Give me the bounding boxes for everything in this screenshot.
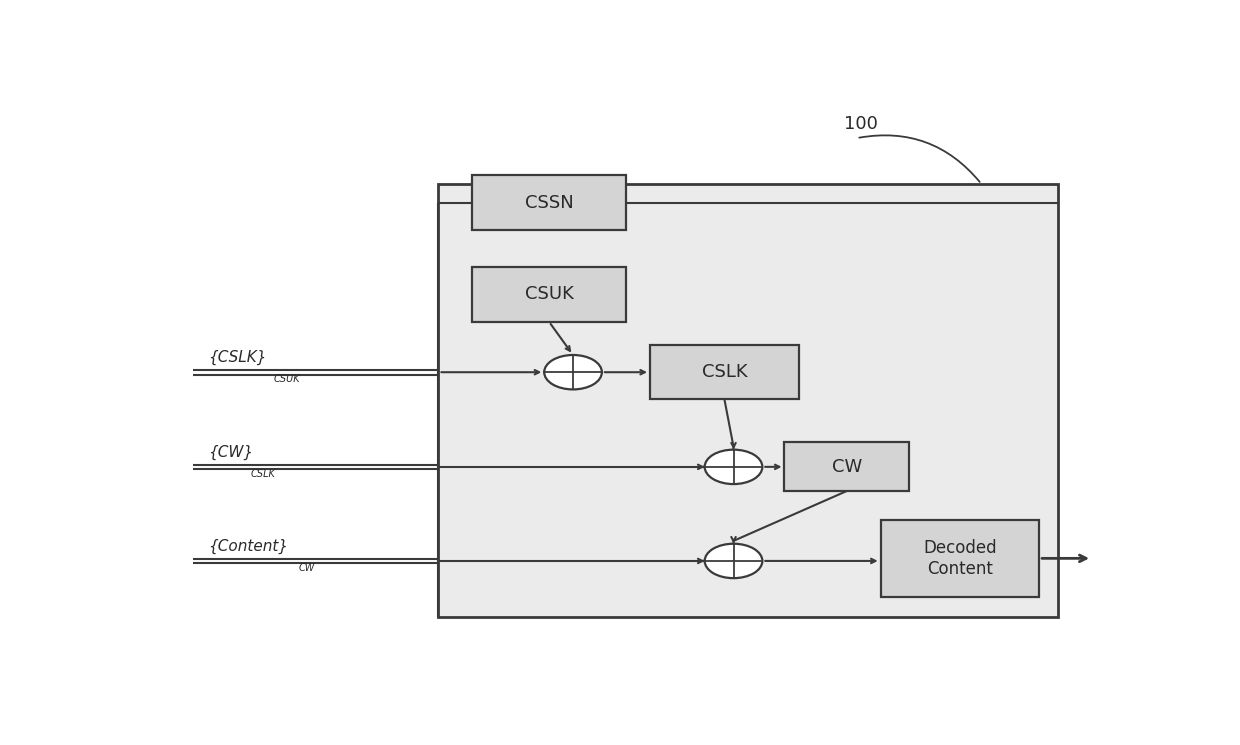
Circle shape <box>544 355 601 390</box>
Circle shape <box>704 450 763 484</box>
Text: CSLK: CSLK <box>250 469 275 478</box>
Bar <box>785 443 909 491</box>
Bar <box>439 184 1059 617</box>
Text: CW: CW <box>832 457 862 475</box>
Bar <box>880 520 1039 597</box>
Text: {CSLK}: {CSLK} <box>208 350 267 365</box>
Text: CSLK: CSLK <box>702 363 748 381</box>
Text: {CW}: {CW} <box>208 445 253 460</box>
Text: CSSN: CSSN <box>525 194 573 212</box>
Bar <box>472 176 626 230</box>
Bar <box>650 345 799 399</box>
Text: Decoded
Content: Decoded Content <box>923 539 997 578</box>
Bar <box>472 267 626 322</box>
Text: CSUK: CSUK <box>525 285 573 303</box>
Text: CW: CW <box>298 562 315 573</box>
Text: CSUK: CSUK <box>273 374 300 384</box>
Circle shape <box>704 544 763 578</box>
Text: {Content}: {Content} <box>208 539 288 554</box>
Text: 100: 100 <box>844 115 878 133</box>
